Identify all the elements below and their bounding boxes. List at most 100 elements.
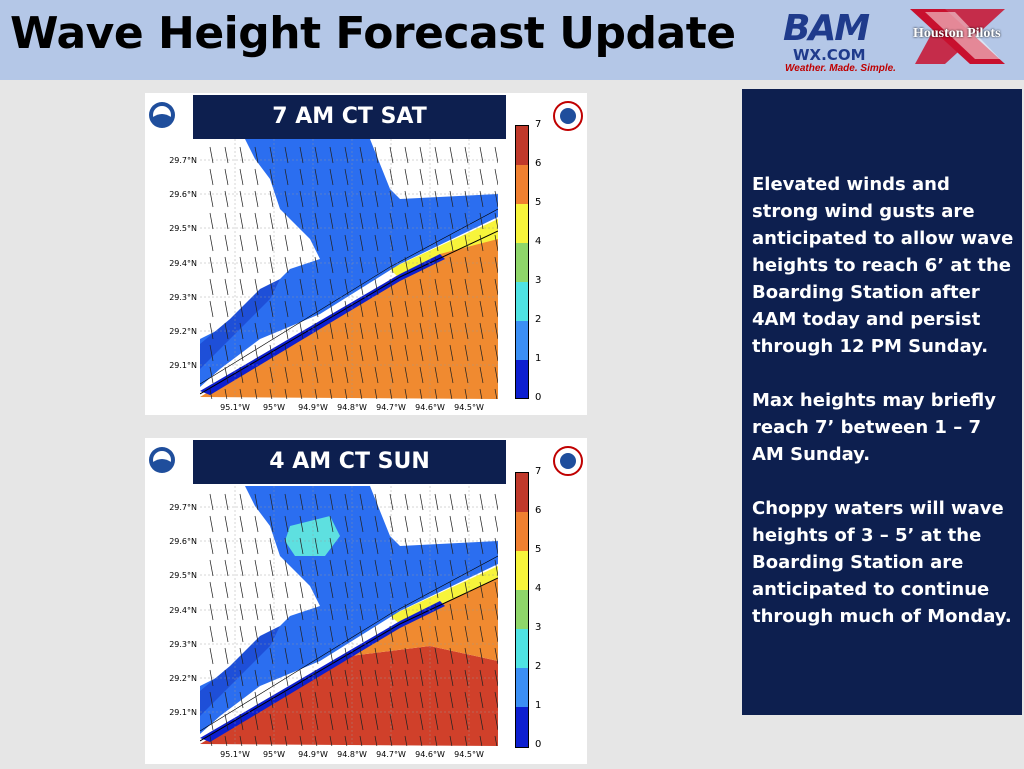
- wind-barb: [404, 234, 409, 252]
- wind-barb: [374, 234, 379, 252]
- lat-tick: 29.6°N: [169, 537, 197, 546]
- wind-barb: [329, 669, 334, 687]
- colorbar-tick: 6: [535, 505, 542, 516]
- wind-barb: [239, 735, 243, 746]
- wind-barb: [239, 146, 244, 164]
- wind-barb: [479, 713, 484, 731]
- summary-paragraph: Max heights may briefly reach 7’ between…: [752, 390, 996, 465]
- wind-barb: [494, 537, 498, 555]
- wind-barb: [209, 559, 214, 577]
- wind-barb: [329, 493, 334, 511]
- wind-barb: [479, 278, 484, 296]
- wind-barb: [419, 256, 424, 274]
- wind-barb: [359, 493, 364, 511]
- wind-barb: [389, 278, 394, 296]
- wind-barb: [254, 713, 259, 731]
- wind-barb: [479, 212, 484, 230]
- colorbar-gradient: [516, 126, 528, 398]
- wind-barb: [269, 581, 274, 599]
- wind-barb: [239, 537, 244, 555]
- wind-barb: [494, 647, 498, 665]
- colorbar: [515, 472, 529, 748]
- wind-barb: [239, 625, 244, 643]
- colorbar-tick: 6: [535, 158, 542, 169]
- wind-barb: [404, 603, 409, 621]
- wind-barb: [239, 559, 244, 577]
- wind-barb: [269, 168, 274, 186]
- wind-barb: [344, 146, 349, 164]
- wind-barb: [314, 366, 319, 384]
- wind-barb: [269, 344, 274, 362]
- wind-barb: [374, 515, 379, 533]
- wind-barb: [359, 234, 364, 252]
- wind-barb: [269, 212, 274, 230]
- wind-barb: [479, 735, 483, 746]
- lon-tick: 95.1°W: [220, 403, 250, 412]
- wind-barb: [464, 537, 469, 555]
- wind-barb: [269, 388, 273, 399]
- wind-barb: [224, 603, 229, 621]
- lat-tick: 29.4°N: [169, 606, 197, 615]
- wind-barb: [299, 234, 304, 252]
- wind-barb: [404, 256, 409, 274]
- wind-barb: [479, 366, 484, 384]
- wind-barb: [449, 625, 454, 643]
- wind-barb: [479, 625, 484, 643]
- wind-barb: [299, 366, 304, 384]
- wind-barb: [359, 515, 364, 533]
- wind-barb: [269, 537, 274, 555]
- wind-barb: [314, 625, 319, 643]
- wind-barb: [434, 212, 439, 230]
- nws-logo-icon: [553, 446, 583, 476]
- header-bar: Wave Height Forecast Update BAM WX.COM W…: [0, 0, 1024, 80]
- wind-barb: [314, 322, 319, 340]
- summary-paragraph: Choppy waters will wave heights of 3 – 5…: [752, 498, 1012, 627]
- wind-barb: [404, 278, 409, 296]
- wind-barb: [314, 212, 319, 230]
- wind-barb: [374, 388, 378, 399]
- wind-barb: [329, 559, 334, 577]
- wind-barb: [284, 146, 289, 164]
- wind-barb: [209, 212, 214, 230]
- wind-barb: [464, 559, 469, 577]
- wind-barb: [209, 168, 214, 186]
- wind-barb: [329, 212, 334, 230]
- wind-barb: [344, 300, 349, 318]
- lat-tick: 29.2°N: [169, 327, 197, 336]
- colorbar-tick: 4: [535, 236, 542, 247]
- wind-barb: [434, 515, 439, 533]
- wind-barb: [494, 625, 498, 643]
- wind-barb: [434, 278, 439, 296]
- wind-barb: [224, 625, 229, 643]
- wind-barb: [224, 146, 229, 164]
- wind-barb: [344, 515, 349, 533]
- wind-barb: [254, 515, 259, 533]
- wind-barb: [449, 146, 454, 164]
- wind-barb: [359, 212, 364, 230]
- wind-barb: [329, 581, 334, 599]
- wind-barb: [314, 234, 319, 252]
- wind-barb: [419, 515, 424, 533]
- lon-tick: 94.9°W: [298, 403, 328, 412]
- wind-barb: [254, 559, 259, 577]
- colorbar-tick: 0: [535, 392, 542, 403]
- wind-barb: [419, 647, 424, 665]
- wind-barb: [314, 581, 319, 599]
- wind-barb: [284, 322, 289, 340]
- wind-barb: [254, 537, 259, 555]
- wind-barb: [449, 669, 454, 687]
- wind-barb: [434, 493, 439, 511]
- wind-barb: [209, 366, 214, 384]
- wind-barb: [209, 146, 214, 164]
- wind-barb: [404, 322, 409, 340]
- lon-tick: 94.5°W: [454, 403, 484, 412]
- wind-barb: [269, 669, 274, 687]
- wind-barb: [389, 300, 394, 318]
- wind-barb: [239, 603, 244, 621]
- colorbar-tick: 7: [535, 119, 542, 130]
- wind-barb: [419, 234, 424, 252]
- wind-barb: [404, 493, 409, 511]
- wind-barb: [209, 581, 214, 599]
- wind-barb: [239, 212, 244, 230]
- wind-barb: [284, 735, 288, 746]
